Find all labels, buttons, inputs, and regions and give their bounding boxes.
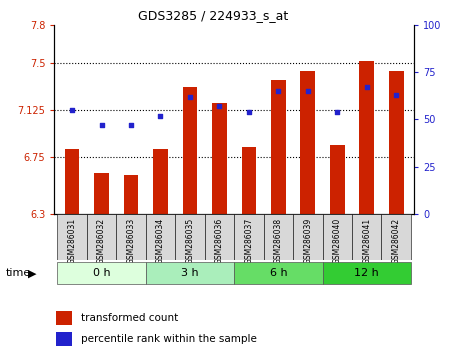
Point bbox=[245, 109, 253, 115]
Point bbox=[393, 92, 400, 98]
Bar bbox=[234, 214, 263, 260]
Point bbox=[157, 113, 164, 119]
Bar bbox=[389, 72, 403, 214]
Bar bbox=[323, 214, 352, 260]
Bar bbox=[212, 103, 227, 214]
Text: time: time bbox=[6, 268, 31, 278]
Text: GSM286041: GSM286041 bbox=[362, 218, 371, 264]
Bar bbox=[205, 214, 234, 260]
Point bbox=[363, 85, 370, 90]
Text: GSM286042: GSM286042 bbox=[392, 218, 401, 264]
Point bbox=[98, 122, 105, 128]
Bar bbox=[242, 147, 256, 214]
Bar bbox=[57, 214, 87, 260]
Bar bbox=[87, 214, 116, 260]
Bar bbox=[352, 214, 381, 260]
Text: GSM286031: GSM286031 bbox=[68, 218, 77, 264]
Bar bbox=[323, 262, 411, 284]
Text: GDS3285 / 224933_s_at: GDS3285 / 224933_s_at bbox=[138, 9, 288, 22]
Bar bbox=[381, 214, 411, 260]
Text: transformed count: transformed count bbox=[80, 313, 178, 323]
Text: GSM286038: GSM286038 bbox=[274, 218, 283, 264]
Bar bbox=[153, 149, 168, 214]
Point bbox=[304, 88, 312, 94]
Point bbox=[216, 103, 223, 109]
Bar bbox=[300, 72, 315, 214]
Text: GSM286034: GSM286034 bbox=[156, 218, 165, 264]
Text: GSM286040: GSM286040 bbox=[333, 218, 342, 264]
Text: 0 h: 0 h bbox=[93, 268, 110, 278]
Bar bbox=[234, 262, 323, 284]
Bar bbox=[56, 312, 72, 325]
Point bbox=[127, 122, 135, 128]
Text: GSM286039: GSM286039 bbox=[303, 218, 312, 264]
Text: 12 h: 12 h bbox=[354, 268, 379, 278]
Text: GSM286035: GSM286035 bbox=[185, 218, 194, 264]
Bar bbox=[359, 61, 374, 214]
Bar bbox=[116, 214, 146, 260]
Bar bbox=[146, 262, 234, 284]
Bar bbox=[183, 87, 197, 214]
Point bbox=[274, 88, 282, 94]
Point bbox=[186, 94, 194, 99]
Bar bbox=[56, 332, 72, 346]
Text: GSM286037: GSM286037 bbox=[245, 218, 254, 264]
Bar bbox=[65, 149, 79, 214]
Bar bbox=[330, 145, 345, 214]
Bar bbox=[263, 214, 293, 260]
Point bbox=[333, 109, 341, 115]
Bar bbox=[146, 214, 175, 260]
Text: 3 h: 3 h bbox=[181, 268, 199, 278]
Text: ▶: ▶ bbox=[28, 268, 36, 278]
Text: GSM286036: GSM286036 bbox=[215, 218, 224, 264]
Text: percentile rank within the sample: percentile rank within the sample bbox=[80, 334, 256, 344]
Bar bbox=[271, 80, 286, 214]
Point bbox=[68, 107, 76, 113]
Text: GSM286033: GSM286033 bbox=[126, 218, 135, 264]
Bar bbox=[94, 172, 109, 214]
Bar bbox=[175, 214, 205, 260]
Text: GSM286032: GSM286032 bbox=[97, 218, 106, 264]
Text: 6 h: 6 h bbox=[270, 268, 287, 278]
Bar bbox=[123, 175, 139, 214]
Bar bbox=[57, 262, 146, 284]
Bar bbox=[293, 214, 323, 260]
